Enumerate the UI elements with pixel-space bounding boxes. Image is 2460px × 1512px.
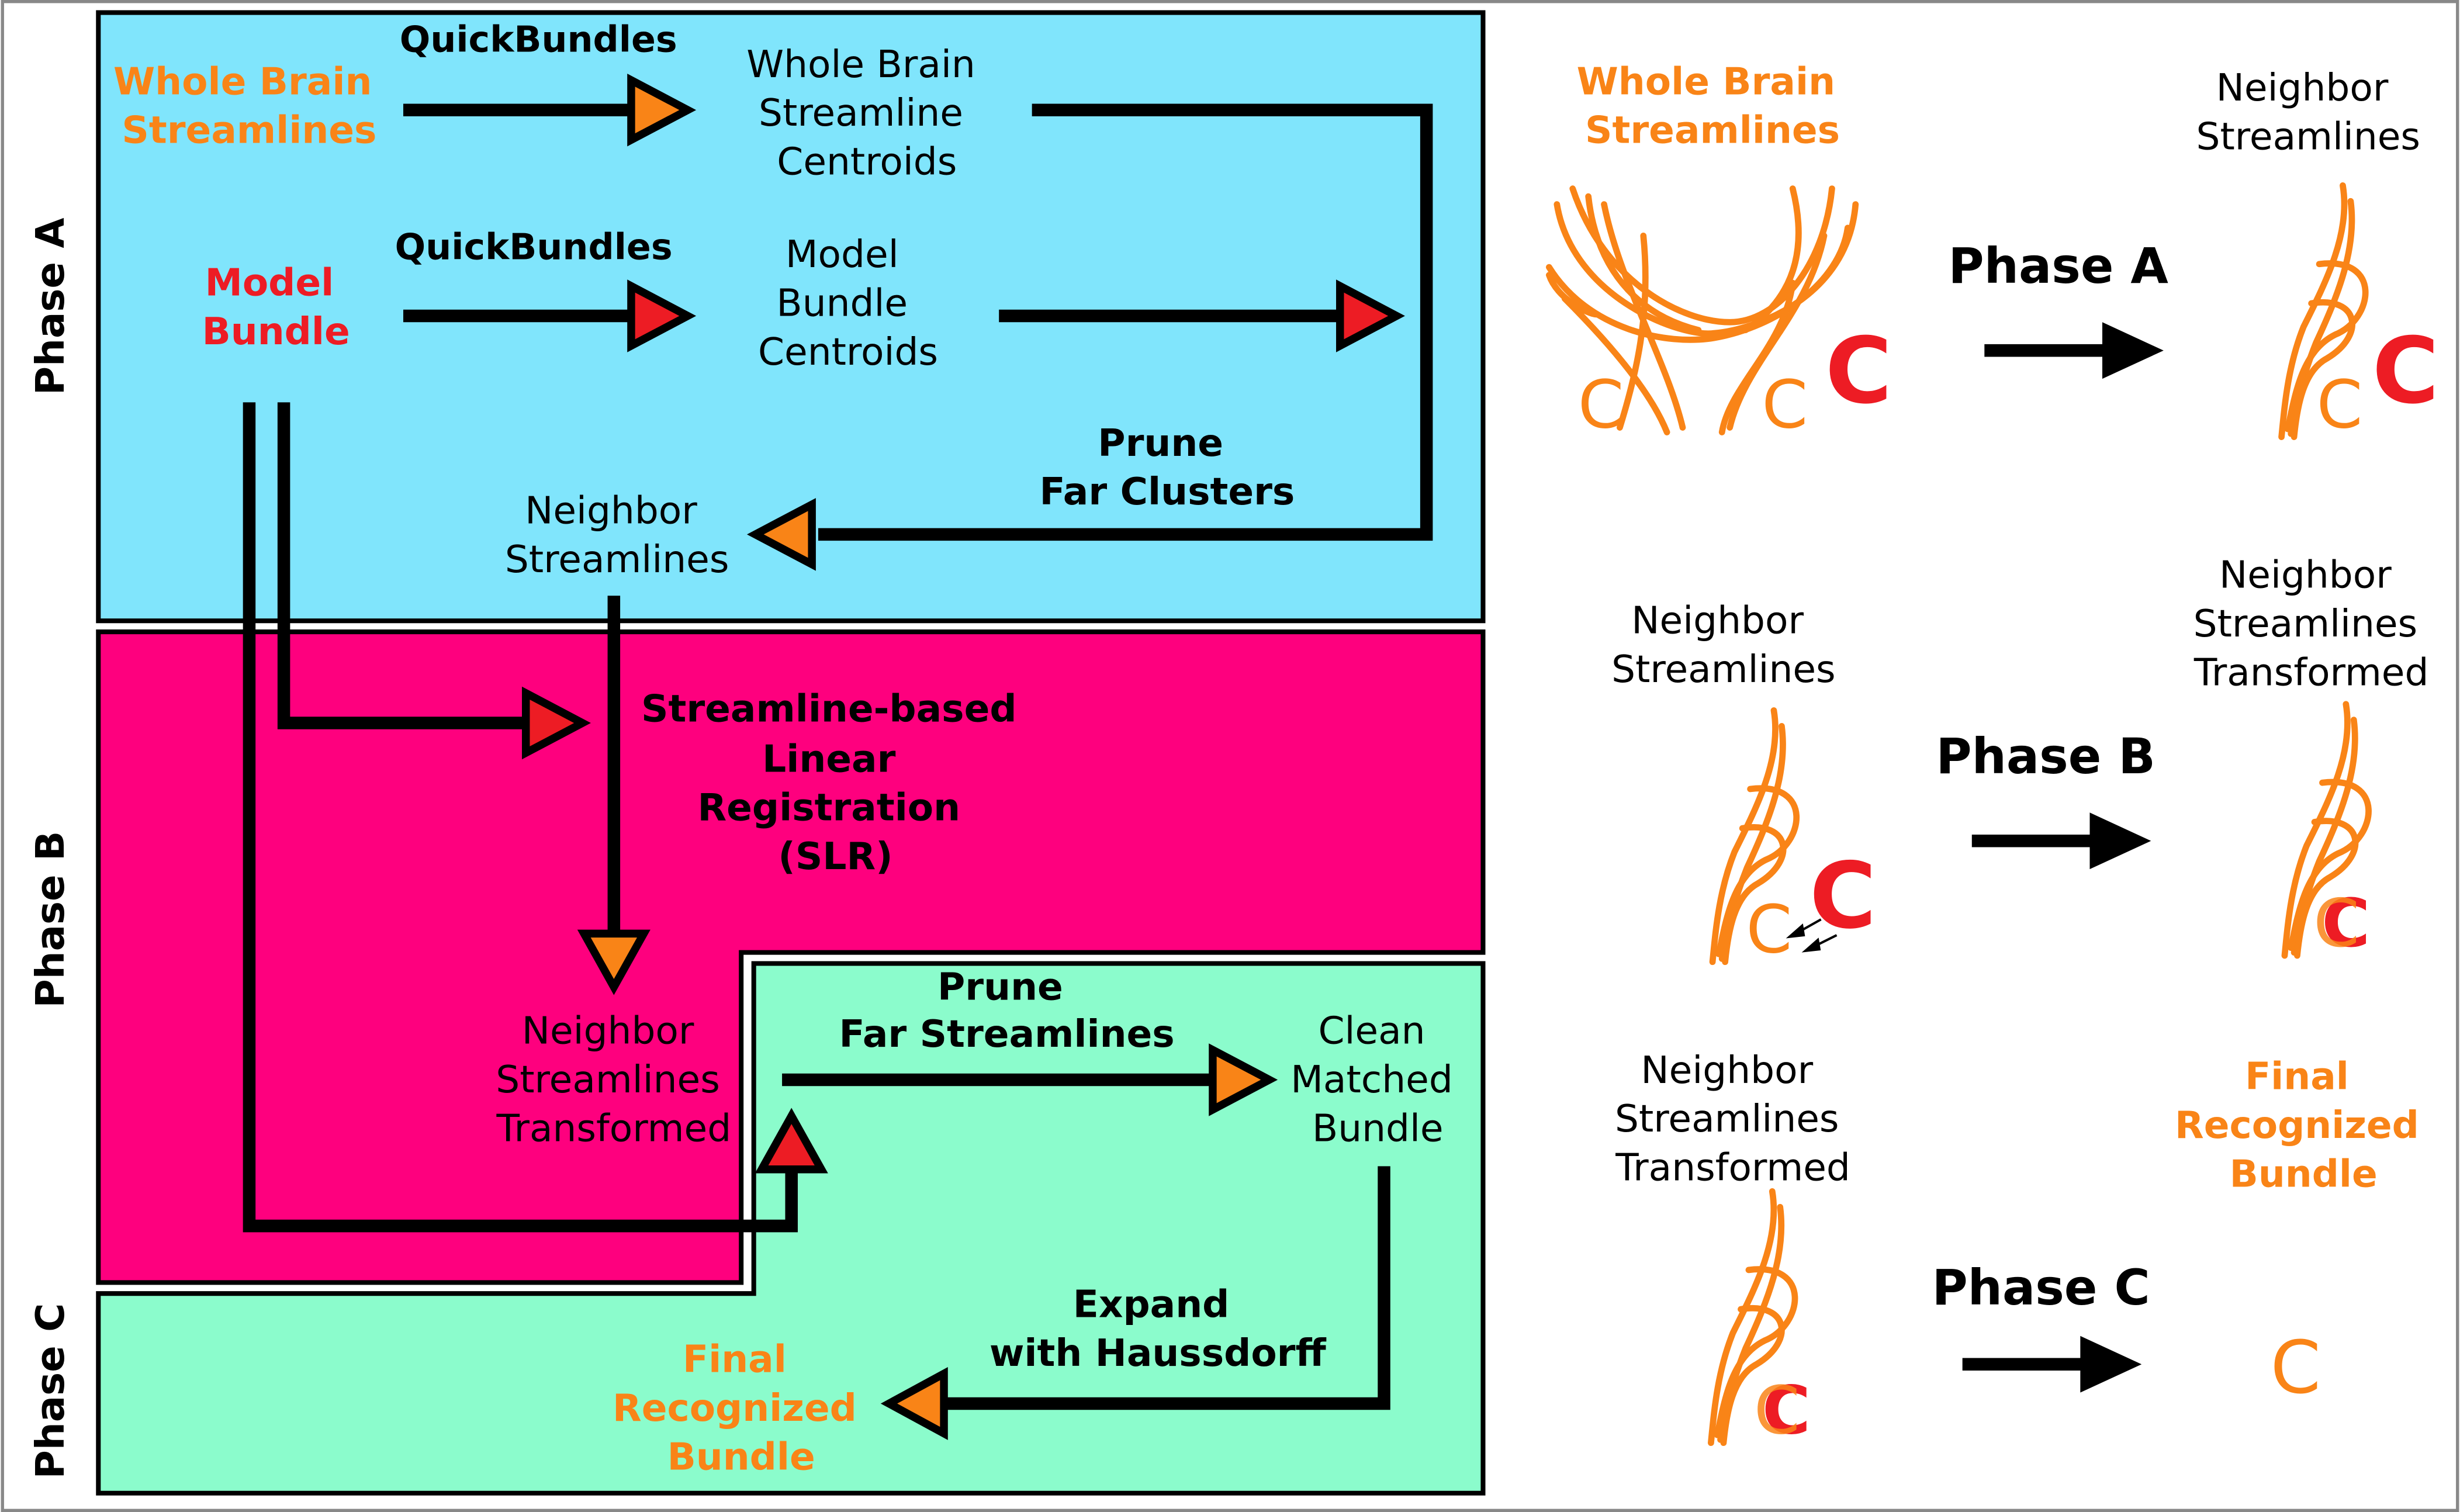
arrowhead-final: [880, 1367, 948, 1440]
final-bundle-label: Final Recognized Bundle: [613, 1338, 870, 1479]
transformed-c-small-c: C: [1754, 1372, 1800, 1449]
registration-small-arrows: [1786, 918, 1838, 953]
illus-b-right-label: Neighbor Streamlines Transformed: [2193, 553, 2430, 695]
transformed-c-model-b: C: [2321, 885, 2370, 962]
illus-c-phase-label: Phase C: [1932, 1260, 2150, 1316]
phase-b-side-label: Phase B: [27, 831, 73, 1008]
whole-brain-label: Whole Brain Streamlines: [113, 60, 385, 152]
arrowhead-clean: [1209, 1043, 1278, 1116]
illus-a-arrow: [1984, 322, 2164, 379]
illus-b-phase-label: Phase B: [1936, 728, 2155, 785]
wb-centroids-label: Whole Brain Streamline Centroids: [746, 43, 987, 184]
quickbundles-label-2: QuickBundles: [395, 226, 673, 268]
illus-c-right-label: Final Recognized Bundle: [2175, 1055, 2432, 1196]
illus-a-left-label: Whole Brain Streamlines: [1577, 60, 1849, 152]
connector-model-to-phase-c: [243, 402, 798, 1233]
clean-bundle-label: Clean Matched Bundle: [1290, 1009, 1465, 1151]
slr-label: Streamline-based Linear Registration (SL…: [641, 687, 1030, 878]
prune-streamlines-label: Prune Far Streamlines: [839, 965, 1175, 1056]
neighbor-c-small-a: C: [2317, 366, 2363, 443]
whole-brain-c-small-1: C: [1578, 366, 1624, 443]
arrowhead-model-centroids: [1336, 279, 1405, 352]
phase-c-side-label: Phase C: [27, 1303, 73, 1479]
connector-model-to-slr: [277, 402, 528, 729]
phase-b-panel: [96, 629, 1486, 1285]
neighbor-transformed-label: Neighbor Streamlines Transformed: [496, 1009, 732, 1151]
illus-b-arrow: [1971, 812, 2151, 870]
neighbor-c-model-a: C: [2372, 317, 2439, 424]
prune-clusters-label: Prune Far Clusters: [1040, 421, 1295, 514]
illus-c-arrow: [1962, 1335, 2142, 1393]
model-bundle-label: Model Bundle: [202, 261, 350, 354]
transformed-c-model-c: C: [1762, 1372, 1811, 1449]
arrowhead-slr-down: [577, 929, 651, 995]
whole-brain-c-model: C: [1825, 317, 1892, 424]
neighbor-label: Neighbor Streamlines: [505, 489, 729, 582]
illus-a-right-label: Neighbor Streamlines: [2196, 66, 2420, 158]
arrowhead-qb1: [627, 73, 697, 147]
neighbor-c-small-b: C: [1746, 891, 1792, 968]
illus-b-left-label: Neighbor Streamlines: [1611, 599, 1836, 691]
neighbor-c-model-b: C: [1809, 843, 1876, 949]
arrowhead-qb2: [627, 279, 697, 352]
illus-c-left-label: Neighbor Streamlines Transformed: [1615, 1049, 1851, 1190]
connector-wb-centroids-down: [818, 103, 1433, 541]
expand-label: Expand with Haussdorff: [989, 1283, 1327, 1375]
whole-brain-c-small-2: C: [1762, 366, 1808, 443]
arrowhead-phase-c-model: [755, 1108, 828, 1174]
phase-a-side-label: Phase A: [27, 218, 73, 396]
model-centroids-label: Model Bundle Centroids: [758, 233, 938, 374]
illus-a-phase-label: Phase A: [1949, 238, 2169, 295]
final-bundle-c: C: [2271, 1326, 2321, 1410]
whole-brain-streamlines-drawing: [1546, 185, 1859, 435]
arrowhead-slr-model: [522, 686, 591, 760]
quickbundles-label-1: QuickBundles: [400, 19, 677, 61]
connector-clean-to-final: [947, 1166, 1390, 1410]
transformed-c-small-b: C: [2313, 885, 2359, 962]
arrowhead-neighbor: [746, 498, 816, 571]
